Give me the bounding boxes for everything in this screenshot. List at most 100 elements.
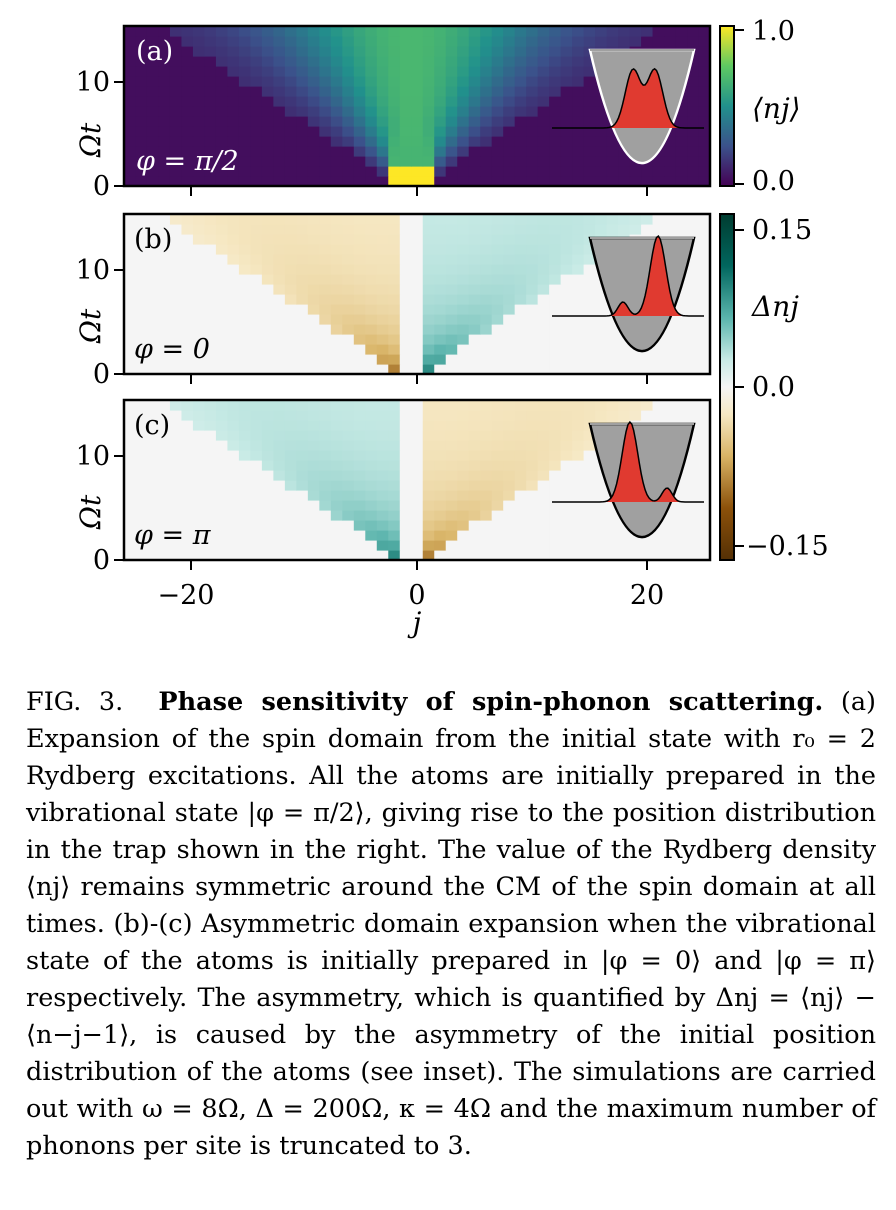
- heatmap-cell: [181, 550, 194, 560]
- heatmap-cell: [227, 314, 240, 325]
- heatmap-cell: [342, 46, 355, 57]
- heatmap-cell: [135, 76, 148, 87]
- heatmap-cell: [537, 324, 550, 335]
- heatmap-cell: [215, 334, 229, 345]
- heatmap-cell: [227, 400, 240, 411]
- heatmap-cell: [204, 344, 217, 355]
- heatmap-cell: [330, 136, 343, 147]
- heatmap-cell: [169, 550, 183, 560]
- heatmap-cell: [388, 510, 401, 521]
- heatmap-cell: [526, 344, 539, 355]
- heatmap-cell: [284, 86, 297, 97]
- heatmap-cell: [261, 344, 274, 355]
- heatmap-cell: [261, 116, 274, 127]
- heatmap-cell: [388, 264, 401, 275]
- heatmap-cell: [353, 146, 366, 157]
- heatmap-cell: [388, 136, 401, 147]
- heatmap-cell: [158, 410, 171, 421]
- heatmap-cell: [307, 46, 320, 57]
- heatmap-cell: [204, 460, 217, 471]
- heatmap-cell: [687, 364, 700, 374]
- heatmap-cell: [434, 460, 447, 471]
- heatmap-cell: [215, 254, 229, 265]
- heatmap-cell: [537, 354, 550, 365]
- heatmap-cell: [238, 334, 251, 345]
- heatmap-cell: [146, 540, 160, 551]
- heatmap-cell: [388, 364, 401, 374]
- heatmap-cell: [146, 550, 160, 560]
- heatmap-cell: [365, 224, 378, 235]
- heatmap-cell: [296, 354, 309, 365]
- heatmap-cell: [146, 314, 160, 325]
- heatmap-cell: [296, 510, 309, 521]
- heatmap-cell: [353, 480, 366, 491]
- heatmap-cell: [468, 36, 481, 47]
- heatmap-cell: [296, 530, 309, 541]
- heatmap-cell: [124, 274, 137, 285]
- heatmap-cell: [192, 26, 206, 37]
- heatmap-cell: [480, 354, 493, 365]
- heatmap-cell: [560, 96, 573, 107]
- heatmap-cell: [204, 500, 217, 511]
- heatmap-cell: [192, 334, 206, 345]
- heatmap-cell: [238, 274, 251, 285]
- heatmap-cell: [411, 116, 424, 127]
- heatmap-cell: [537, 440, 550, 451]
- heatmap-cell: [526, 450, 539, 461]
- heatmap-cell: [353, 490, 366, 501]
- heatmap-cell: [146, 26, 160, 37]
- heatmap-cell: [434, 530, 447, 541]
- heatmap-cell: [480, 420, 493, 431]
- heatmap-cell: [606, 334, 619, 345]
- heatmap-cell: [204, 540, 217, 551]
- heatmap-cell: [273, 344, 286, 355]
- heatmap-cell: [388, 46, 401, 57]
- heatmap-cell: [330, 86, 343, 97]
- heatmap-cell: [503, 440, 516, 451]
- heatmap-cell: [514, 36, 527, 47]
- heatmap-cell: [353, 440, 366, 451]
- heatmap-cell: [422, 224, 435, 235]
- heatmap-cell: [135, 36, 148, 47]
- heatmap-cell: [434, 146, 447, 157]
- heatmap-cell: [146, 294, 160, 305]
- heatmap-cell: [227, 450, 240, 461]
- heatmap-cell: [124, 106, 137, 117]
- heatmap-cell: [514, 550, 527, 560]
- heatmap-cell: [549, 36, 562, 47]
- heatmap-cell: [537, 56, 550, 67]
- heatmap-cell: [307, 36, 320, 47]
- heatmap-cell: [273, 314, 286, 325]
- heatmap-cell: [687, 344, 700, 355]
- heatmap-cell: [124, 66, 137, 77]
- heatmap-cell: [468, 146, 481, 157]
- heatmap-cell: [422, 126, 435, 137]
- heatmap-cell: [261, 490, 274, 501]
- heatmap-cell: [491, 146, 504, 157]
- heatmap-cell: [411, 214, 424, 225]
- heatmap-cell: [514, 106, 527, 117]
- heatmap-cell: [468, 450, 481, 461]
- heatmap-cell: [319, 400, 332, 411]
- heatmap-cell: [158, 26, 171, 37]
- heatmap-cell: [675, 176, 688, 186]
- heatmap-cell: [537, 510, 550, 521]
- heatmap-cell: [273, 460, 286, 471]
- heatmap-cell: [560, 440, 573, 451]
- heatmap-cell: [227, 294, 240, 305]
- heatmap-cell: [526, 460, 539, 471]
- heatmap-cell: [227, 56, 240, 67]
- heatmap-cell: [342, 440, 355, 451]
- heatmap-cell: [250, 410, 263, 421]
- heatmap-cell: [124, 136, 137, 147]
- heatmap-cell: [250, 430, 263, 441]
- heatmap-cell: [503, 176, 516, 186]
- heatmap-cell: [319, 510, 332, 521]
- heatmap-cell: [181, 530, 194, 541]
- heatmap-cell: [537, 234, 550, 245]
- heatmap-cell: [250, 156, 263, 167]
- heatmap-cell: [181, 490, 194, 501]
- heatmap-cell: [181, 520, 194, 531]
- heatmap-cell: [480, 166, 493, 177]
- heatmap-cell: [480, 264, 493, 275]
